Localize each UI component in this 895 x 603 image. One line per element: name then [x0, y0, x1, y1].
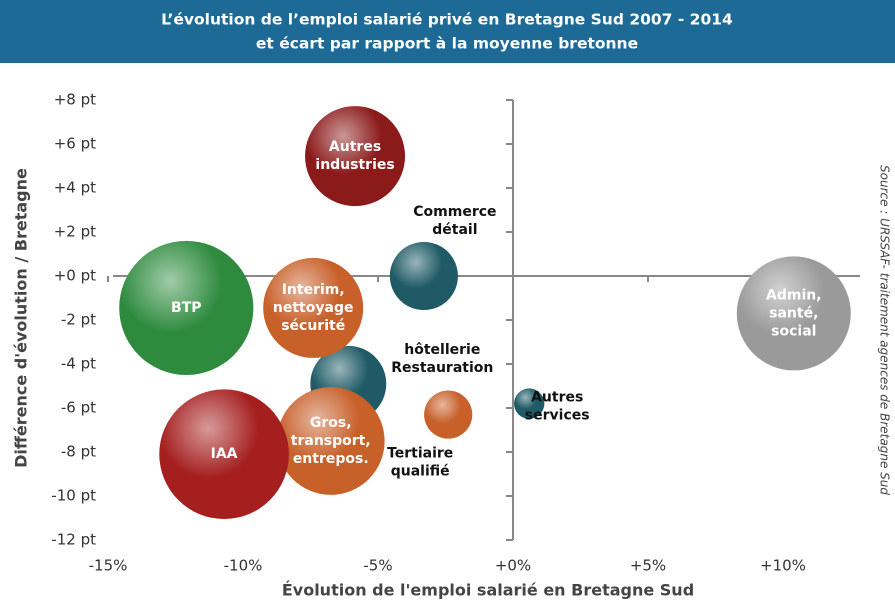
bubble-label: entrepos. [293, 451, 369, 467]
y-tick-label: -4 pt [61, 355, 96, 373]
x-tick-label: -5% [363, 557, 392, 575]
y-tick-label: +8 pt [54, 91, 96, 109]
bubble [119, 240, 254, 375]
bubble-label: Tertiaire [387, 446, 453, 462]
y-tick-label: -8 pt [61, 443, 96, 461]
y-tick-label: +4 pt [54, 179, 96, 197]
bubble-label: Gros, [310, 415, 352, 431]
bubble-label: BTP [171, 300, 201, 316]
bubble-label: Autres [329, 139, 381, 155]
y-tick-label: -10 pt [51, 487, 96, 505]
bubble-label: détail [432, 222, 477, 238]
x-tick-label: +5% [630, 557, 666, 575]
bubble-label: Interim, [282, 282, 345, 298]
y-axis-label: Différence d'évolution / Bretagne [12, 168, 31, 468]
y-tick-label: +6 pt [54, 135, 96, 153]
bubble-label: nettoyage [273, 300, 354, 316]
bubble-label: transport, [291, 433, 371, 449]
bubble-label: Restauration [391, 360, 493, 376]
bubble-label: services [525, 408, 590, 424]
bubble [159, 389, 289, 520]
bubble [389, 241, 458, 311]
bubble-label: IAA [211, 446, 238, 462]
bubble-label: hôtellerie [404, 342, 480, 358]
bubble [305, 106, 406, 207]
header-bar [0, 0, 895, 63]
bubble [736, 256, 851, 371]
y-tick-label: -6 pt [61, 399, 96, 417]
x-tick-label: +10% [760, 557, 806, 575]
x-tick-label: -10% [224, 557, 263, 575]
y-tick-label: -12 pt [51, 531, 96, 549]
chart-title: L’évolution de l’emploi salarié privé en… [161, 11, 733, 29]
bubble-label: industries [315, 157, 394, 173]
bubble-label: qualifié [391, 464, 450, 480]
bubble-label: Autres [531, 390, 583, 406]
y-tick-label: +2 pt [54, 223, 96, 241]
chart-title: et écart par rapport à la moyenne breton… [256, 35, 638, 53]
bubble [514, 388, 545, 419]
x-axis-label: Évolution de l'emploi salarié en Bretagn… [282, 581, 694, 600]
bubble [424, 390, 473, 439]
y-tick-label: +0 pt [54, 267, 96, 285]
bubble-label: Admin, [766, 287, 822, 303]
x-tick-label: +0% [495, 557, 531, 575]
bubble-label: social [771, 323, 816, 339]
bubble-label: Commerce [413, 204, 496, 220]
source-note: Source : URSSAF- traitement agences de B… [878, 165, 892, 495]
bubble [276, 387, 385, 495]
x-tick-label: -15% [89, 557, 128, 575]
bubble-label: santé, [769, 305, 818, 321]
bubble [263, 257, 364, 358]
bubble-label: sécurité [281, 318, 345, 334]
y-tick-label: -2 pt [61, 311, 96, 329]
